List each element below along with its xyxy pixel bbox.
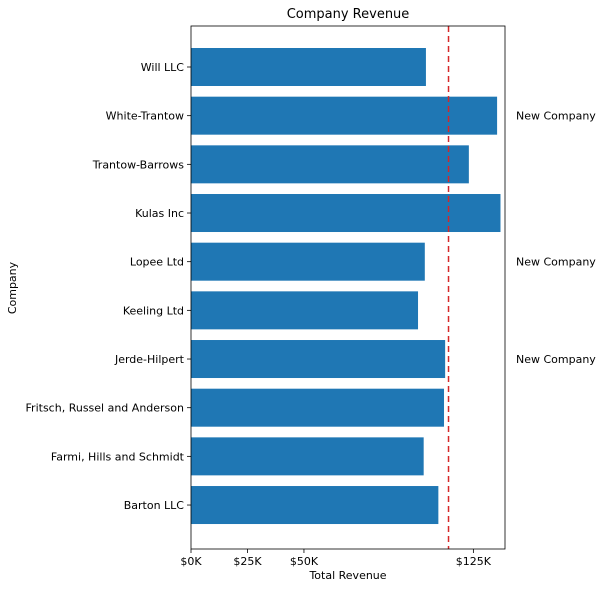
- bar-5: [191, 291, 419, 330]
- annotation-label: New Company: [516, 256, 596, 269]
- bar-7: [191, 388, 445, 427]
- x-tick-label: $25K: [233, 555, 262, 568]
- plot-frame: [190, 25, 506, 550]
- chart-title: Company Revenue: [287, 7, 410, 22]
- bar-6: [191, 340, 446, 379]
- y-tick-label: Kulas Inc: [135, 207, 184, 220]
- y-tick-label: Farmi, Hills and Schmidt: [51, 450, 185, 463]
- annotation-label: New Company: [516, 110, 596, 123]
- y-tick-label: Barton LLC: [124, 499, 185, 512]
- x-axis-label: Total Revenue: [308, 569, 386, 582]
- bars-group: [191, 48, 501, 525]
- bar-9: [191, 486, 439, 525]
- annotations-group: New Company New Company New Company: [516, 110, 596, 366]
- x-axis-ticks: $0K $25K $50K $125K: [180, 549, 492, 568]
- y-tick-label: Lopee Ltd: [130, 256, 184, 269]
- y-axis-ticks: Will LLC White-Trantow Trantow-Barrows Kula…: [26, 61, 191, 512]
- annotation-label: New Company: [516, 353, 596, 366]
- bar-2: [191, 145, 469, 184]
- y-tick-label: White-Trantow: [106, 110, 184, 123]
- bar-1: [191, 96, 498, 135]
- bar-4: [191, 242, 425, 281]
- y-tick-label: Will LLC: [141, 61, 185, 74]
- bar-8: [191, 437, 424, 476]
- x-tick-label: $50K: [290, 555, 319, 568]
- y-tick-label: Keeling Ltd: [123, 304, 184, 317]
- bar-3: [191, 194, 501, 233]
- x-tick-label: $0K: [180, 555, 202, 568]
- y-tick-label: Jerde-Hilpert: [114, 353, 185, 366]
- y-tick-label: Trantow-Barrows: [92, 158, 185, 171]
- y-tick-label: Fritsch, Russel and Anderson: [26, 402, 184, 415]
- x-tick-label: $125K: [456, 555, 492, 568]
- bar-0: [191, 48, 426, 86]
- y-axis-label: Company: [6, 261, 19, 314]
